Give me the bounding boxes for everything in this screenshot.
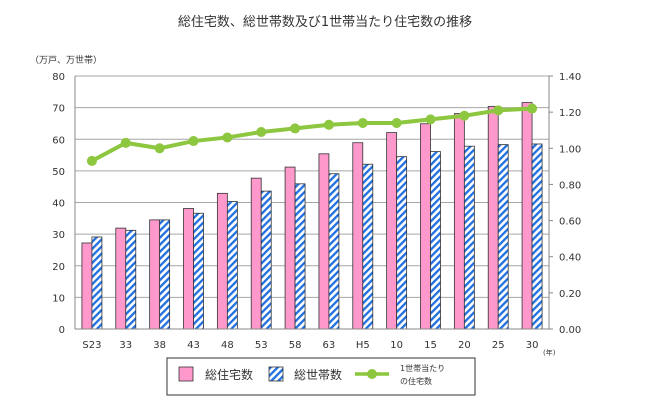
x-tick-label: 53 [255, 340, 268, 351]
bar-houses [284, 166, 296, 330]
y-left-tick-label: 20 [52, 262, 65, 273]
bar-households [362, 163, 374, 330]
x-tick-label: 20 [458, 340, 471, 351]
bar-households [91, 236, 103, 330]
y-left-tick-label: 30 [52, 230, 65, 241]
x-tick-label: 63 [323, 340, 336, 351]
y-right-tick-label: 0.40 [559, 253, 581, 264]
y-left-tick-label: 10 [52, 293, 65, 304]
y-left-tick-label: 60 [52, 135, 65, 146]
bar-houses [453, 113, 465, 330]
legend-label-houses: 総住宅数 [205, 367, 253, 382]
x-tick-label: 43 [187, 340, 200, 351]
x-tick-label: S23 [82, 340, 101, 351]
bar-houses [81, 242, 93, 330]
chart-title: 総住宅数、総世帯数及び1世帯当たり住宅数の推移 [178, 15, 472, 30]
bar-houses [521, 102, 533, 330]
y-right-tick-label: 1.40 [559, 72, 581, 83]
bar-households [159, 219, 171, 330]
bar-houses [183, 208, 194, 330]
x-tick-label: 25 [492, 340, 505, 351]
bar-households [463, 145, 475, 330]
x-axis-unit: (年) [543, 348, 556, 357]
bar-households [226, 201, 238, 330]
bar-households [497, 144, 509, 330]
y-left-tick-label: 80 [52, 72, 65, 83]
bar-houses [318, 153, 330, 330]
x-tick-label: 33 [119, 340, 132, 351]
y-right-tick-label: 0.60 [559, 217, 581, 228]
x-tick-label: 48 [221, 340, 234, 351]
ratio-point [154, 143, 165, 154]
legend-label-households: 総世帯数 [294, 367, 342, 382]
x-tick-label: 10 [390, 340, 403, 351]
ratio-point [188, 136, 199, 147]
ratio-point [425, 114, 436, 125]
left-axis-label: （万戸、万世帯） [30, 54, 102, 66]
ratio-point [391, 117, 402, 128]
x-tick-label: 30 [526, 340, 539, 351]
legend-label-ratio-line2: の住宅数 [400, 376, 432, 386]
x-tick-label: 38 [153, 340, 166, 351]
bar-households [125, 229, 137, 330]
ratio-point [120, 137, 131, 148]
legend-marker-ratio [367, 369, 377, 379]
bar-houses [149, 219, 161, 330]
y-right-tick-label: 1.20 [559, 108, 581, 119]
bar-households [193, 212, 204, 330]
legend: 総住宅数 総世帯数 1世帯当たり の住宅数 [166, 357, 476, 396]
y-left-tick-label: 70 [52, 104, 65, 115]
bar-households [260, 190, 272, 330]
bar-houses [487, 105, 499, 330]
ratio-line [90, 106, 533, 163]
x-tick-label: 58 [289, 340, 302, 351]
ratio-point [323, 119, 334, 130]
bar-houses [216, 192, 228, 330]
bar-households [294, 183, 306, 330]
legend-label-ratio-line1: 1世帯当たり [400, 363, 445, 373]
y-left-tick-label: 50 [52, 167, 65, 178]
ratio-point [222, 132, 233, 143]
y-left-tick-label: 0 [59, 325, 65, 336]
bar-households [531, 143, 543, 330]
bar-houses [420, 123, 431, 330]
ratio-point [527, 103, 538, 114]
bar-households [396, 156, 408, 330]
y-left-tick-label: 40 [52, 199, 65, 210]
ratio-point [357, 117, 368, 128]
y-right-tick-label: 1.00 [559, 144, 581, 155]
bar-households [328, 173, 340, 330]
y-right-tick-label: 0.00 [559, 325, 581, 336]
legend-swatch-households [268, 366, 284, 382]
y-right-tick-label: 0.80 [559, 180, 581, 191]
bar-houses [115, 227, 127, 330]
ratio-point [86, 155, 97, 166]
ratio-point [493, 105, 504, 116]
ratio-point [290, 123, 301, 134]
ratio-point [459, 110, 470, 121]
legend-swatch-houses [178, 366, 194, 382]
y-right-tick-label: 0.20 [559, 289, 581, 300]
bar-houses [386, 132, 398, 330]
bar-houses [250, 177, 262, 330]
x-tick-label: 15 [424, 340, 437, 351]
x-tick-label: H5 [356, 340, 370, 351]
ratio-point [256, 127, 267, 138]
bar-houses [352, 142, 364, 330]
bar-households [430, 151, 441, 330]
